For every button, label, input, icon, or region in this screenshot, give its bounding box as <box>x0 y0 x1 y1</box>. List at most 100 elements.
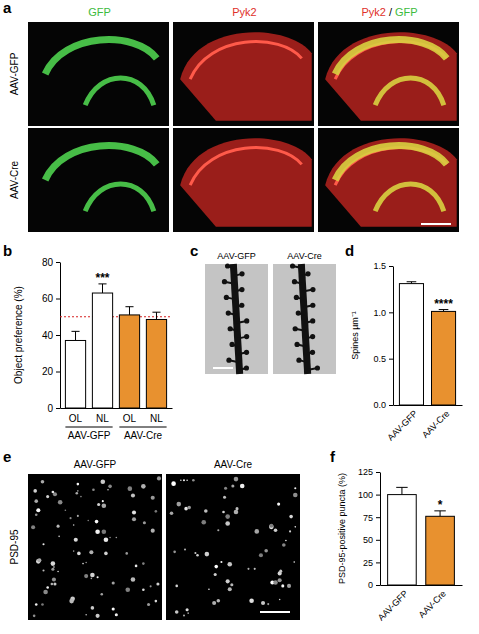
y-tick-mark <box>376 540 380 541</box>
puncta <box>33 615 36 618</box>
x-tick: NL <box>96 413 109 424</box>
puncta <box>294 526 296 528</box>
puncta <box>223 496 226 499</box>
y-tick-label: 0.0 <box>373 400 386 410</box>
puncta <box>131 493 135 497</box>
puncta <box>226 579 230 583</box>
puncta <box>279 599 281 601</box>
puncta <box>70 517 72 519</box>
y-tick: 75 <box>363 513 380 523</box>
column-title: AAV-GFP <box>74 459 117 470</box>
error-bar <box>98 284 106 293</box>
spine-head <box>310 350 315 355</box>
x-tick-label: AAV-Cre <box>420 408 451 439</box>
puncta <box>240 484 245 489</box>
micrograph <box>166 474 300 620</box>
puncta <box>102 503 107 508</box>
spine-head <box>226 310 231 315</box>
puncta <box>183 614 185 616</box>
y-tick-label: 80 <box>42 257 54 268</box>
x-tick: AAV-Cre <box>417 588 448 619</box>
puncta <box>184 549 186 551</box>
image-background <box>166 474 300 620</box>
puncta <box>282 543 286 547</box>
plot-area <box>60 284 172 408</box>
tissue-layer <box>190 148 302 186</box>
puncta <box>77 552 81 556</box>
puncta <box>155 600 158 603</box>
error-bar-stem <box>401 487 402 494</box>
column-title: AAV-GFP <box>217 251 255 261</box>
y-tick-label: 20 <box>42 366 54 377</box>
puncta <box>85 614 87 616</box>
spine-head <box>244 365 249 370</box>
micrograph <box>173 22 314 126</box>
y-axis: 0.00.51.01.5 <box>373 261 393 410</box>
puncta <box>142 588 145 591</box>
x-tick: OL <box>123 413 137 424</box>
spine-head <box>225 263 230 268</box>
puncta <box>52 491 55 494</box>
puncta <box>52 577 56 581</box>
puncta <box>194 552 196 554</box>
puncta <box>269 525 274 530</box>
spine-head <box>224 295 229 300</box>
puncta <box>53 566 55 568</box>
y-tick-label: 1.0 <box>373 308 386 318</box>
puncta <box>142 562 145 565</box>
bar <box>399 284 423 405</box>
error-bar-stem <box>129 307 130 315</box>
puncta <box>84 574 88 578</box>
puncta <box>34 499 38 503</box>
x-tick-label: AAV-GFP <box>385 408 419 442</box>
error-bar-stem <box>156 312 157 319</box>
y-tick-label: 50 <box>363 535 373 545</box>
y-tick: 1.5 <box>373 261 393 271</box>
y-tick-mark <box>376 517 380 518</box>
puncta <box>46 495 49 498</box>
spine-head <box>292 279 297 284</box>
y-tick-mark <box>56 262 60 263</box>
puncta <box>155 510 158 513</box>
x-tick: AAV-GFP <box>385 408 419 442</box>
x-axis: AAV-GFPAAV-Cre <box>385 406 462 443</box>
bar <box>119 315 139 408</box>
spine-head <box>294 342 299 347</box>
image-background <box>28 22 169 126</box>
spine-head <box>310 287 315 292</box>
puncta <box>261 601 265 605</box>
spine-head <box>229 342 234 347</box>
puncta <box>112 608 115 611</box>
axis-line <box>380 473 381 586</box>
puncta <box>95 530 100 535</box>
x-tick: AAV-GFP <box>376 588 410 622</box>
puncta <box>180 479 182 481</box>
puncta <box>217 599 221 603</box>
micrograph <box>273 263 336 374</box>
puncta <box>230 583 233 586</box>
spine-head <box>226 358 231 363</box>
error-bar-cap <box>396 487 407 488</box>
y-tick-mark <box>389 405 393 406</box>
column-title-part: GFP <box>395 6 418 18</box>
micrograph <box>28 474 162 620</box>
micrograph <box>28 22 169 126</box>
bar <box>388 495 417 585</box>
column-title: Pyk2 <box>232 6 256 18</box>
image-background <box>318 22 459 126</box>
spine-head <box>296 358 301 363</box>
axis-line <box>61 408 173 409</box>
puncta <box>267 603 269 605</box>
x-tick: OL <box>69 413 83 424</box>
y-axis: 020406080 <box>42 257 61 414</box>
x-tick-label: NL <box>150 413 163 424</box>
puncta <box>91 578 93 580</box>
puncta <box>73 524 75 526</box>
puncta <box>273 580 278 585</box>
image-background <box>28 128 169 232</box>
puncta <box>43 590 48 595</box>
puncta <box>100 593 103 596</box>
row-title: AAV-GFP <box>9 52 20 95</box>
spine-head <box>244 318 249 323</box>
puncta <box>249 598 254 603</box>
